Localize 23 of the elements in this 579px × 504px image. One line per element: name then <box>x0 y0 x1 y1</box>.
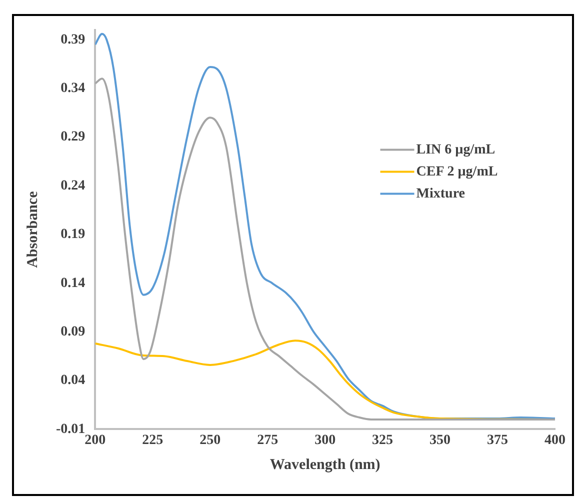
x-tick-label: 350 <box>430 433 451 448</box>
y-tick-label: 0.14 <box>60 276 86 291</box>
legend-label: Mixture <box>416 186 465 202</box>
y-tick-label: -0.01 <box>56 422 86 437</box>
x-axis-title: Wavelength (nm) <box>270 456 380 473</box>
y-tick-label: 0.24 <box>60 178 86 194</box>
y-tick-label: 0.04 <box>60 373 86 388</box>
x-tick-label: 275 <box>257 433 278 448</box>
legend-label: CEF 2 µg/mL <box>416 164 498 180</box>
y-tick-label: 0.19 <box>60 227 86 242</box>
x-tick-label: 250 <box>200 433 221 448</box>
y-tick-label: 0.39 <box>60 32 86 48</box>
x-tick-label: 325 <box>372 433 394 448</box>
x-tick-label: 200 <box>84 433 106 448</box>
x-tick-label: 225 <box>142 433 164 448</box>
x-tick-label: 400 <box>544 433 566 448</box>
legend-label: LIN 6 µg/mL <box>416 142 496 158</box>
y-tick-label: 0.09 <box>60 324 86 340</box>
x-tick-label: 300 <box>314 433 336 448</box>
y-tick-label: 0.34 <box>60 81 86 96</box>
x-tick-label: 375 <box>487 433 508 448</box>
y-tick-label: 0.29 <box>60 130 86 145</box>
y-axis-title: Absorbance <box>24 190 41 268</box>
